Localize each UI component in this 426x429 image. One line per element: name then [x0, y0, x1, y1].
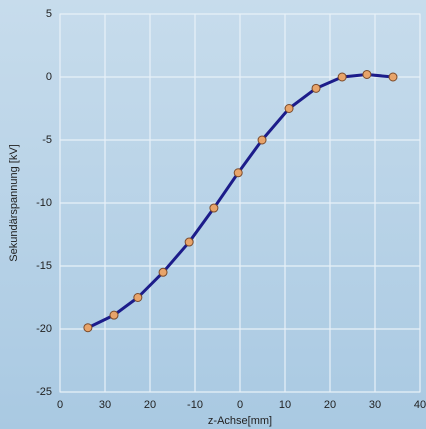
data-point: [362, 69, 372, 79]
data-point: [109, 310, 119, 320]
y-axis-title: Sekundärspannung [kV]: [8, 144, 20, 261]
x-tick-label: 20: [144, 399, 156, 411]
y-tick-label: -25: [36, 386, 52, 398]
data-point: [83, 323, 93, 333]
data-point: [184, 237, 194, 247]
x-axis-title: z-Achse[mm]: [208, 415, 272, 427]
data-point: [284, 104, 294, 113]
y-tick-label: -20: [36, 323, 52, 335]
x-tick-label: 0: [57, 399, 63, 411]
y-tick-label: -5: [42, 134, 52, 146]
x-tick-label: 10: [279, 399, 291, 411]
y-tick-label: 0: [46, 71, 52, 83]
x-tick-label: -10: [187, 399, 203, 411]
y-tick-label: -10: [36, 197, 52, 209]
data-point: [233, 168, 243, 178]
data-point: [311, 83, 321, 93]
data-point: [133, 293, 143, 302]
data-point: [337, 72, 347, 82]
x-tick-label: 30: [369, 399, 381, 411]
y-tick-label: -15: [36, 260, 52, 272]
data-point: [209, 203, 219, 213]
data-point: [158, 267, 168, 277]
y-tick-label: 5: [46, 8, 52, 20]
x-tick-label: 0: [237, 399, 243, 411]
data-point: [257, 135, 267, 145]
x-tick-label: 20: [324, 399, 336, 411]
data-point: [388, 72, 398, 82]
x-tick-label: 30: [99, 399, 111, 411]
x-tick-label: 40: [414, 399, 426, 411]
